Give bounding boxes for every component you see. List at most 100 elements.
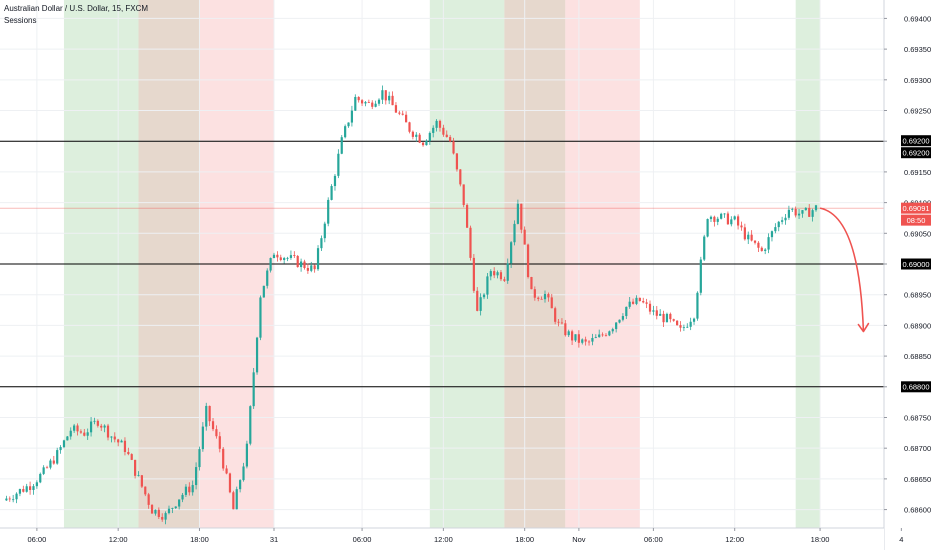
candle-body	[255, 337, 259, 373]
candle-body	[360, 100, 364, 104]
candle-body	[327, 199, 330, 224]
candle-body	[601, 334, 604, 336]
price-axis[interactable]	[884, 0, 932, 550]
candle-body	[530, 276, 533, 290]
candle-body	[760, 247, 763, 251]
candle-body	[364, 102, 367, 104]
candle-body	[642, 301, 645, 303]
price-tick-label: 0.69350	[904, 45, 931, 54]
price-tick-label: 0.68900	[904, 321, 931, 330]
candle-body	[540, 298, 543, 300]
candle-body	[696, 292, 699, 319]
candle-body	[310, 265, 313, 271]
candle-body	[398, 112, 401, 114]
candle-body	[493, 271, 496, 276]
candle-body	[797, 213, 801, 216]
time-tick-label: 4	[899, 535, 903, 544]
candle-body	[191, 485, 194, 493]
symbol-title[interactable]: Australian Dollar / U.S. Dollar, 15, FXC…	[4, 4, 149, 13]
time-tick-label: 06:00	[353, 535, 372, 544]
candle-body	[394, 105, 398, 113]
candle-body	[577, 334, 580, 343]
candle-body	[469, 227, 472, 258]
candle-body	[449, 137, 452, 142]
candle-body	[757, 242, 760, 248]
candle-body	[547, 293, 550, 298]
candle-body	[59, 447, 62, 451]
candle-body	[205, 405, 208, 427]
projection-arrow[interactable]	[819, 207, 865, 332]
candle-body	[222, 448, 225, 469]
candle-body	[245, 443, 248, 467]
candle-body	[774, 227, 777, 232]
candle-body	[506, 263, 509, 281]
candle-body	[357, 96, 360, 101]
candle-body	[42, 467, 45, 474]
candle-body	[428, 132, 431, 141]
candle-body	[157, 509, 160, 517]
candle-body	[279, 257, 282, 260]
candle-body	[181, 494, 184, 500]
candle-body	[93, 420, 96, 422]
candle-body	[337, 153, 340, 176]
candle-body	[770, 231, 774, 238]
candle-body	[73, 425, 76, 431]
candle-body	[147, 494, 150, 505]
candle-body	[716, 218, 719, 222]
time-axis[interactable]	[0, 528, 884, 550]
candle-body	[486, 276, 489, 295]
candle-body	[83, 432, 86, 436]
candle-body	[462, 184, 465, 205]
candle-body	[266, 270, 269, 286]
candle-body	[435, 120, 438, 128]
candle-body	[713, 216, 716, 222]
chart-legend: Australian Dollar / U.S. Dollar, 15, FXC…	[4, 3, 148, 27]
candle-body	[730, 219, 733, 225]
candle-body	[32, 486, 35, 490]
candle-body	[22, 489, 25, 492]
candle-body	[371, 102, 374, 107]
candle-body	[659, 313, 662, 316]
candle-body	[15, 493, 18, 500]
candle-body	[320, 238, 323, 249]
candle-body	[140, 475, 143, 487]
candle-body	[801, 210, 804, 214]
candle-body	[103, 425, 106, 428]
candle-body	[161, 516, 164, 520]
candle-body	[144, 486, 147, 495]
candle-body	[49, 460, 52, 468]
candle-body	[791, 208, 794, 210]
candle-body	[723, 213, 726, 215]
indicator-label[interactable]: Sessions	[4, 16, 37, 25]
candle-body	[743, 227, 746, 240]
candle-body	[120, 440, 123, 443]
candle-body	[344, 126, 347, 138]
candle-body	[367, 102, 370, 103]
candle-body	[289, 255, 293, 258]
candle-body	[625, 306, 628, 317]
candle-body	[117, 439, 120, 443]
candle-body	[479, 297, 482, 311]
candle-body	[39, 473, 42, 483]
current-price-tag	[901, 202, 931, 214]
candle-body	[8, 498, 11, 500]
candle-body	[106, 425, 110, 438]
candle-body	[123, 440, 127, 453]
level-tag	[901, 381, 931, 393]
candle-body	[581, 339, 584, 343]
candle-body	[455, 153, 459, 170]
candle-body	[12, 499, 15, 501]
candle-body	[89, 421, 93, 433]
candle-body	[408, 122, 411, 132]
candle-body	[184, 486, 188, 495]
level-tag	[901, 135, 931, 147]
candle-body	[45, 467, 49, 469]
candle-body	[405, 114, 408, 123]
candle-body	[608, 331, 611, 336]
candle-body	[526, 244, 530, 277]
candle-body	[425, 140, 428, 146]
candle-body	[445, 134, 448, 138]
candle-body	[421, 142, 425, 146]
